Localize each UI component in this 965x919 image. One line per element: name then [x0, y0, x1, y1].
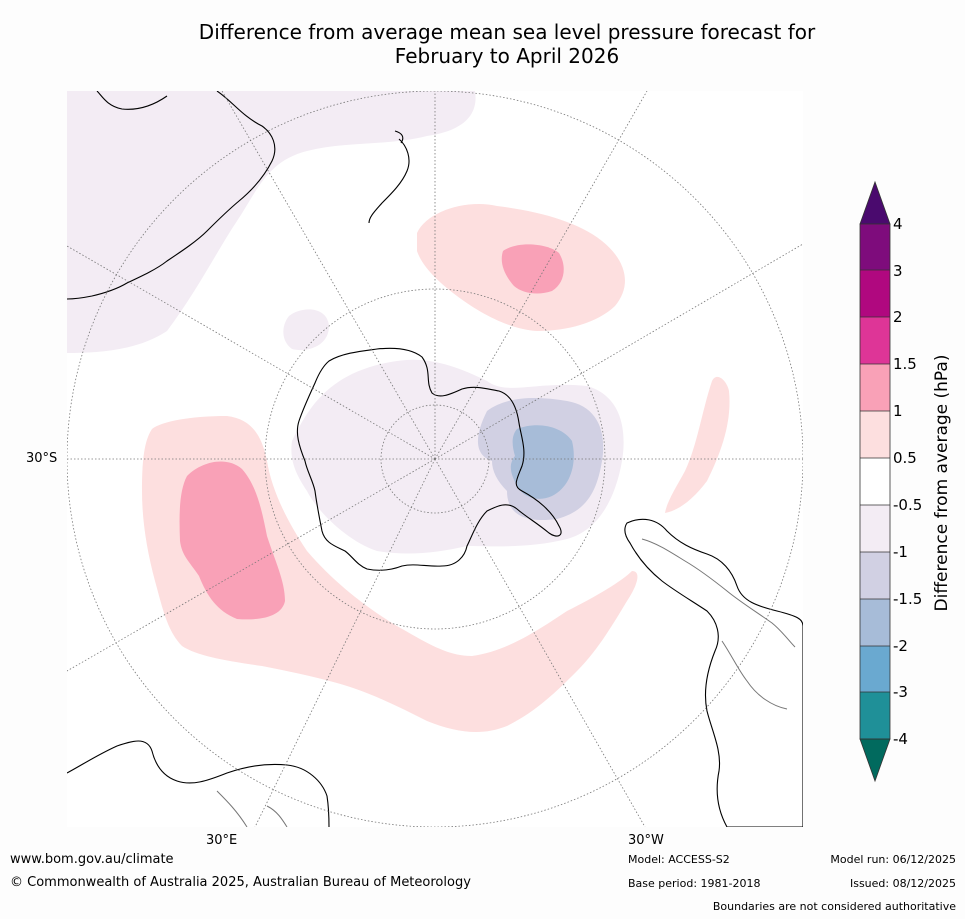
map-svg	[67, 91, 803, 827]
colorbar-tick: -1.5	[893, 590, 923, 608]
colorbar-segment	[860, 270, 890, 317]
colorbar-tick: -1	[893, 543, 908, 561]
colorbar-title: Difference from average (hPa)	[932, 354, 952, 612]
footer-model: Model: ACCESS-S2	[628, 853, 730, 866]
chart-title: Difference from average mean sea level p…	[0, 20, 965, 68]
south-america-coastline	[624, 518, 803, 827]
colorbar-tick: -4	[893, 730, 908, 748]
colorbar-segment	[860, 411, 890, 458]
meridian	[67, 458, 436, 672]
footer-model-run: Model run: 06/12/2025	[830, 853, 956, 866]
latitude-circle-60	[264, 288, 606, 630]
colorbar-tick: -3	[893, 683, 908, 701]
colorbar-frame	[859, 223, 891, 740]
australia-coastline	[67, 91, 276, 300]
meridian	[67, 245, 436, 460]
latitude-circle-75	[380, 404, 490, 514]
colorbar-tick: 1.5	[893, 355, 917, 373]
anomaly-pos-0.5-indian	[142, 416, 638, 733]
colorbar-segment	[860, 317, 890, 364]
colorbar-under-arrow	[859, 738, 891, 783]
new-zealand-coastline	[368, 130, 410, 224]
title-line-2: February to April 2026	[394, 44, 620, 68]
meridian	[434, 243, 803, 460]
meridian	[221, 91, 436, 460]
colorbar-tick: 2	[893, 308, 903, 326]
footer-base-period: Base period: 1981-2018	[628, 877, 761, 890]
title-line-1: Difference from average mean sea level p…	[198, 20, 816, 44]
colorbar-over-arrow	[859, 180, 891, 225]
colorbar-segment	[860, 599, 890, 646]
colorbar-tick: 3	[893, 262, 903, 280]
colorbar-segment	[860, 364, 890, 411]
lon-label-left: 30°S	[26, 451, 58, 466]
polar-map	[67, 91, 803, 827]
anomaly-pos-1-pacific	[501, 244, 564, 294]
colorbar-segment	[860, 224, 890, 270]
meridian	[434, 458, 646, 827]
anomaly-neg-0.5-top-left	[67, 91, 476, 353]
africa-coastline	[67, 740, 330, 827]
colorbar-segment	[860, 458, 890, 505]
anomaly-pos-1-indian	[179, 461, 285, 620]
colorbar-segment	[860, 692, 890, 739]
footer-copyright: © Commonwealth of Australia 2025, Austra…	[10, 875, 471, 890]
colorbar-segment	[860, 552, 890, 599]
anomaly-neg-1.5	[510, 425, 574, 499]
colorbar-tick: 4	[893, 215, 903, 233]
africa-inner-borders	[216, 790, 288, 827]
graticule	[67, 91, 803, 827]
anomaly-neg-0.5-small	[283, 309, 329, 351]
antarctica-coastline	[296, 347, 562, 571]
footer-issued: Issued: 08/12/2025	[849, 877, 956, 890]
anomaly-pos-0.5-atlantic	[665, 376, 730, 513]
colorbar-tick: -0.5	[893, 496, 923, 514]
colorbar-tick: 0.5	[893, 449, 917, 467]
colorbar-dividers	[860, 269, 890, 693]
colorbar-tick: -2	[893, 637, 908, 655]
lon-label-bottom-left: 30°E	[206, 833, 238, 848]
footer-url[interactable]: www.bom.gov.au/climate	[10, 852, 174, 867]
meridian	[434, 91, 648, 460]
footer-disclaimer: Boundaries are not considered authoritat…	[712, 900, 956, 913]
lon-label-bottom-right: 30°W	[628, 833, 664, 848]
colorbar-segment	[860, 646, 890, 692]
colorbar-tick: 1	[893, 402, 903, 420]
colorbar-segment	[860, 505, 890, 552]
south-america-inner-borders	[641, 538, 796, 710]
